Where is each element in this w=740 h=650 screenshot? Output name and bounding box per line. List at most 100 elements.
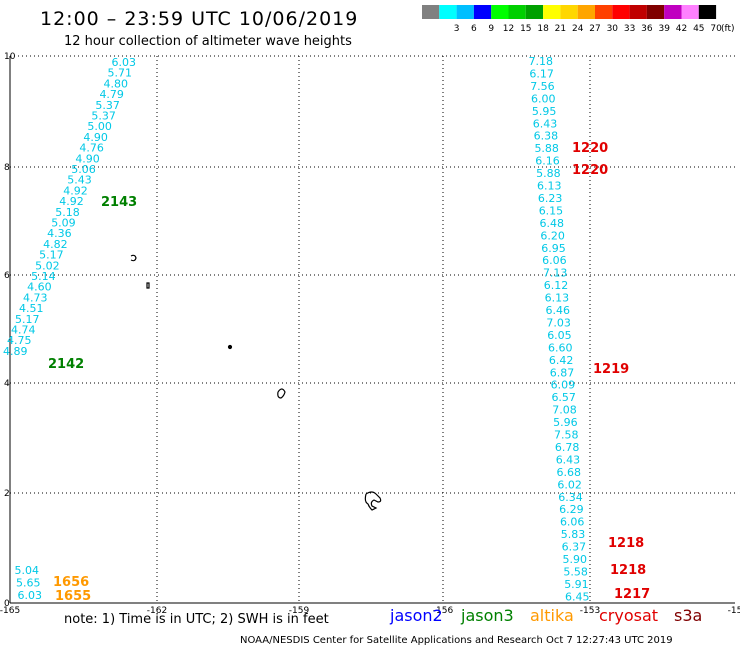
wave-height-value: 5.00 [87,120,112,133]
wave-height-value: 4.51 [19,302,44,315]
longitude-label: -162 [147,606,167,616]
wave-height-value: 6.06 [560,516,585,529]
scale-label: 3 [454,24,460,34]
legend-altika: altika [530,606,574,625]
scale-label: 70 [710,24,722,34]
wave-height-value: 5.06 [71,163,96,176]
scale-label: 39 [658,24,670,34]
scale-swatch [595,5,613,19]
wave-height-value: 6.15 [539,204,564,217]
latitude-label: 8 [4,163,10,173]
scale-label: 12 [503,24,514,34]
wave-height-value: 5.37 [95,99,120,112]
wave-height-value: 6.17 [529,67,554,80]
wave-height-value: 7.18 [529,55,554,68]
scale-swatch [664,5,682,19]
wave-height-value: 6.78 [555,441,580,454]
wave-height-value: 6.57 [551,391,576,404]
scale-swatch [439,5,457,19]
legend-cryosat: cryosat [599,606,659,625]
island-shape [277,388,286,399]
island-shape [146,282,150,289]
wave-height-value: 4.76 [79,142,104,155]
pass-time-label: 1220 [572,141,608,156]
scale-label: 45 [693,24,704,34]
wave-height-value: 5.91 [564,578,589,591]
wave-height-value: 6.23 [538,192,563,205]
wave-height-value: 4.89 [3,345,28,358]
island-shape [227,344,233,350]
pass-time-label: 2142 [48,357,84,372]
wave-height-value: 6.09 [551,379,576,392]
wave-height-value: 5.95 [532,105,557,118]
longitude-labels: -165 -162 -159 -156 -153 -15 [0,606,740,616]
wave-height-value: 7.13 [543,267,568,280]
scale-swatch [646,5,665,19]
wave-height-value: 5.88 [536,167,561,180]
latitude-labels: 0 2 4 6 8 10 [4,52,16,609]
wave-height-value: 6.68 [557,466,582,479]
scale-swatch [525,5,544,19]
latitude-label: 6 [4,271,10,281]
scale-label: 42 [676,24,687,34]
wave-height-value: 6.13 [545,292,570,305]
scale-label: 6 [471,24,477,34]
islands [130,254,382,511]
wave-height-value: 6.03 [18,589,43,602]
wave-height-value: 6.48 [540,217,565,230]
longitude-label: -15 [728,606,740,616]
wave-height-value: 7.08 [552,404,577,417]
scale-swatch [698,5,717,19]
wave-height-value: 5.37 [91,110,116,123]
latitude-label: 4 [4,379,10,389]
scale-label: 36 [641,24,653,34]
wave-height-value: 5.17 [39,249,64,262]
wave-height-value: 5.09 [51,217,76,230]
wave-height-value: 6.43 [556,453,581,466]
scale-swatch [473,5,492,19]
pass-time-label: 1220 [572,163,608,178]
map-subtitle: 12 hour collection of altimeter wave hei… [64,34,352,49]
pass-time-label: 1218 [610,563,646,578]
wave-height-value: 4.73 [23,291,48,304]
wave-height-value: 6.43 [533,117,558,130]
altimeter-tracks: 6.035.714.804.795.375.375.004.904.764.90… [3,55,590,603]
wave-height-value: 6.16 [535,155,560,168]
wave-height-value: 6.87 [550,366,575,379]
wave-height-value: 4.36 [47,227,72,240]
scale-swatch [508,5,526,19]
legend-s3a: s3a [674,606,703,625]
wave-height-value: 6.38 [534,130,559,143]
wave-height-value: 6.06 [542,254,567,267]
wave-height-value: 5.18 [55,206,80,219]
wave-height-value: 6.12 [544,279,569,292]
wave-height-value: 4.82 [43,238,68,251]
wave-height-value: 6.05 [547,329,572,342]
latitude-label: 10 [4,52,16,62]
wave-height-value: 6.00 [531,92,556,105]
wave-height-value: 4.79 [99,88,124,101]
scale-swatch [629,5,647,19]
legend-jason2: jason2 [390,606,443,625]
wave-height-value: 6.95 [541,242,566,255]
map-note: note: 1) Time is in UTC; 2) SWH is in fe… [64,612,329,627]
scale-swatch [612,5,630,19]
scale-label: 33 [624,24,635,34]
wave-height-value: 5.02 [35,259,60,272]
pass-time-label: 1218 [608,536,644,551]
wave-height-value: 4.80 [103,77,128,90]
wave-height-value: 4.74 [11,324,36,337]
longitude-label: -153 [580,606,600,616]
longitude-label: -156 [433,606,454,616]
wave-height-value: 6.60 [548,341,573,354]
scale-swatch [560,5,578,19]
wave-height-value: 4.60 [27,281,52,294]
wave-height-value: 7.58 [554,429,579,442]
island-shape [130,254,137,262]
wave-height-value: 5.88 [534,142,559,155]
wave-height-value: 6.03 [112,56,137,69]
wave-height-value: 7.03 [546,316,571,329]
scale-label: 27 [589,24,600,34]
latitude-label: 2 [4,489,10,499]
